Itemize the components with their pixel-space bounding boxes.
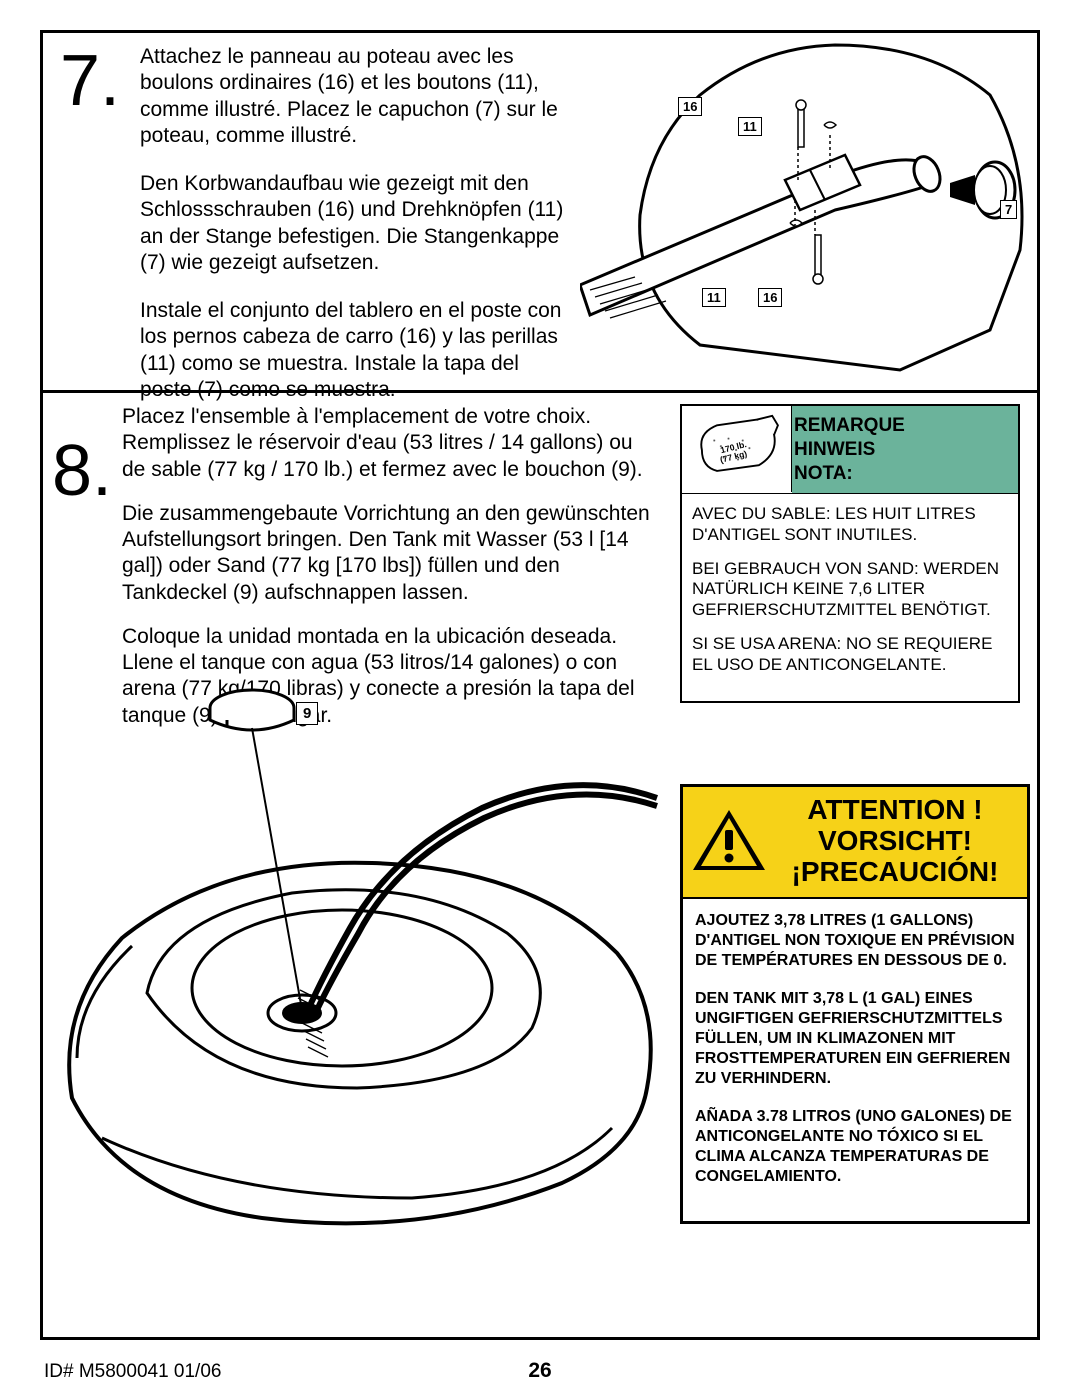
callout-11-top: 11 <box>738 117 762 136</box>
note-es: SI SE USA ARENA: NO SE REQUIERE EL USO D… <box>692 634 1008 675</box>
step7-number: 7. <box>60 40 120 122</box>
note-de: BEI GEBRAUCH VON SAND: WERDEN NATÜRLICH … <box>692 559 1008 620</box>
step7-de: Den Korbwandaufbau wie gezeigt mit den S… <box>140 171 570 276</box>
note-title: REMARQUE HINWEIS NOTA: <box>792 406 1018 493</box>
step7-es: Instale el conjunto del tablero en el po… <box>140 298 570 403</box>
callout-9: 9 <box>296 702 318 725</box>
note-body: AVEC DU SABLE: LES HUIT LITRES D'ANTIGEL… <box>682 494 1018 701</box>
step8-fr: Placez l'ensemble à l'emplacement de vot… <box>122 404 652 483</box>
note-fr: AVEC DU SABLE: LES HUIT LITRES D'ANTIGEL… <box>692 504 1008 545</box>
caution-title-de: VORSICHT! <box>769 826 1021 857</box>
caution-es: AÑADA 3.78 LITROS (UNO GALONES) DE ANTIC… <box>695 1107 1015 1187</box>
step7-text: Attachez le panneau au poteau avec les b… <box>140 44 570 425</box>
step8-de: Die zusammengebaute Vorrichtung an den g… <box>122 501 652 606</box>
warning-triangle-icon <box>689 806 769 876</box>
footer-page: 26 <box>0 1359 1080 1383</box>
caution-de: DEN TANK MIT 3,78 L (1 GAL) EINES UNGIFT… <box>695 989 1015 1089</box>
caution-fr: AJOUTEZ 3,78 LITRES (1 GALLONS) D'ANTIGE… <box>695 911 1015 971</box>
callout-16-top: 16 <box>678 97 702 116</box>
callout-7: 7 <box>1000 200 1017 219</box>
callout-11-bot: 11 <box>702 288 726 307</box>
caution-title-fr: ATTENTION ! <box>769 795 1021 826</box>
step7-fr: Attachez le panneau au poteau avec les b… <box>140 44 570 149</box>
caution-head: ATTENTION ! VORSICHT! ¡PRECAUCIÓN! <box>683 787 1027 899</box>
caution-title: ATTENTION ! VORSICHT! ¡PRECAUCIÓN! <box>769 795 1021 887</box>
caution-box: ATTENTION ! VORSICHT! ¡PRECAUCIÓN! AJOUT… <box>680 784 1030 1224</box>
caution-body: AJOUTEZ 3,78 LITRES (1 GALLONS) D'ANTIGE… <box>683 899 1027 1221</box>
note-title-fr: REMARQUE <box>794 414 1014 438</box>
caution-title-es: ¡PRECAUCIÓN! <box>769 857 1021 888</box>
note-title-de: HINWEIS <box>794 438 1014 462</box>
note-box: 170 lb. (77 kg) REMARQUE HINWEIS NOTA: A… <box>680 404 1020 703</box>
note-title-es: NOTA: <box>794 462 1014 486</box>
callout-16-bot: 16 <box>758 288 782 307</box>
note-head: 170 lb. (77 kg) REMARQUE HINWEIS NOTA: <box>682 406 1018 494</box>
step7-diagram: 16 11 7 11 16 <box>580 35 1030 380</box>
step8-diagram: 9 <box>52 678 662 1258</box>
step8-number: 8. <box>52 430 112 512</box>
sand-bag-icon: 170 lb. (77 kg) <box>682 406 792 492</box>
